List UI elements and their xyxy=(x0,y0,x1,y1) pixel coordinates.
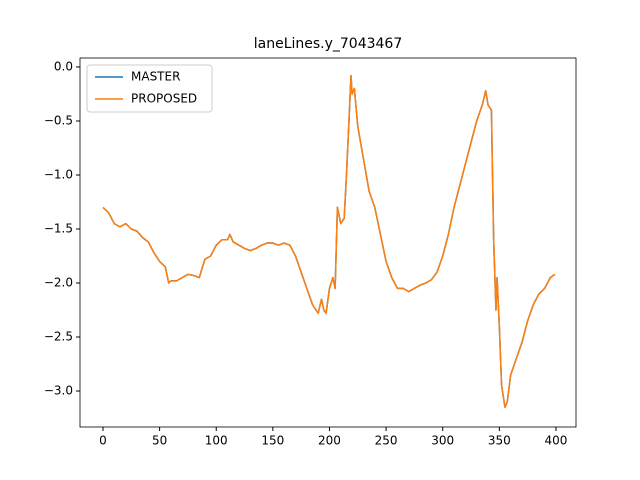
x-tick-label: 250 xyxy=(375,434,398,448)
x-tick-label: 150 xyxy=(261,434,284,448)
legend-label: MASTER xyxy=(131,70,180,84)
x-tick-label: 400 xyxy=(545,434,568,448)
y-tick-label: −1.0 xyxy=(44,167,73,181)
y-tick-label: −1.5 xyxy=(44,221,73,235)
y-tick-label: −3.0 xyxy=(44,384,73,398)
x-tick-label: 300 xyxy=(431,434,454,448)
y-tick-label: −0.5 xyxy=(44,113,73,127)
series-line xyxy=(102,74,556,408)
chart-title: laneLines.y_7043467 xyxy=(254,36,403,52)
legend-label: PROPOSED xyxy=(131,92,197,106)
x-tick-label: 50 xyxy=(152,434,167,448)
x-tick-label: 200 xyxy=(318,434,341,448)
x-tick-label: 100 xyxy=(205,434,228,448)
plot-frame xyxy=(79,57,577,428)
y-tick-label: −2.0 xyxy=(44,276,73,290)
y-tick-label: 0.0 xyxy=(54,59,73,73)
y-tick-label: −2.5 xyxy=(44,330,73,344)
x-tick-label: 0 xyxy=(99,434,107,448)
x-tick-label: 350 xyxy=(488,434,511,448)
